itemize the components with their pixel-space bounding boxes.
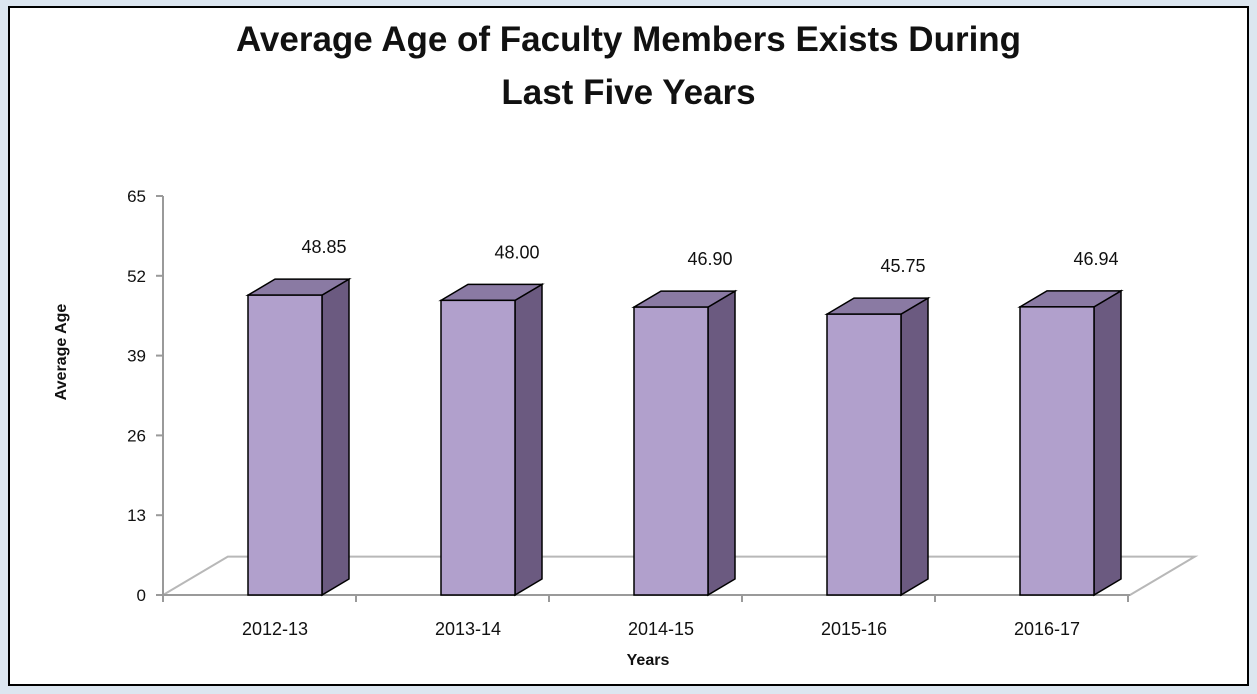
chart-title-line-1: Average Age of Faculty Members Exists Du… [235,20,1022,59]
bar-2013-14 [438,283,545,597]
y-tick-label: 26 [127,426,146,445]
bar-2015-16 [824,296,931,597]
bar-2014-15 [631,289,738,597]
bar-2016-17 [1017,289,1124,597]
data-label: 46.94 [1073,249,1118,269]
y-tick-label: 0 [137,586,146,605]
x-tick-label: 2014-15 [628,619,694,639]
data-label: 48.85 [301,237,346,257]
bar-side-face [707,289,736,597]
chart-labels: 48.85 2012-13 48.00 2013-14 46.90 2014-15 45.7… [242,237,1119,639]
bar-side-face [1093,289,1122,597]
y-tick-label: 52 [127,267,146,286]
data-label: 46.90 [687,249,732,269]
bar-front-face [1019,306,1095,596]
x-tick-label: 2015-16 [821,619,887,639]
x-tick-label: 2013-14 [435,619,501,639]
bar-front-face [633,306,709,596]
bar-front-face [440,299,516,596]
chart-title: Average Age of Faculty Members Exists Du… [0,14,1257,119]
x-tick-label: 2012-13 [242,619,308,639]
y-tick-label: 65 [127,187,146,206]
bar-side-face [514,283,543,597]
x-axis-title: Years [627,652,670,669]
y-axis-title: Average Age [53,304,70,401]
bar-front-face [247,294,323,596]
bar-side-face [321,277,350,597]
chart-title-line-2: Last Five Years [501,72,756,112]
y-tick-label: 13 [127,506,146,525]
x-tick-label: 2016-17 [1014,619,1080,639]
y-tick-label: 39 [127,347,146,366]
bar-front-face [826,313,902,596]
bar-side-face [900,296,929,597]
bar-2012-13 [245,277,352,597]
data-label: 45.75 [880,256,925,276]
data-label: 48.00 [494,242,539,262]
bar-series [245,277,1124,597]
